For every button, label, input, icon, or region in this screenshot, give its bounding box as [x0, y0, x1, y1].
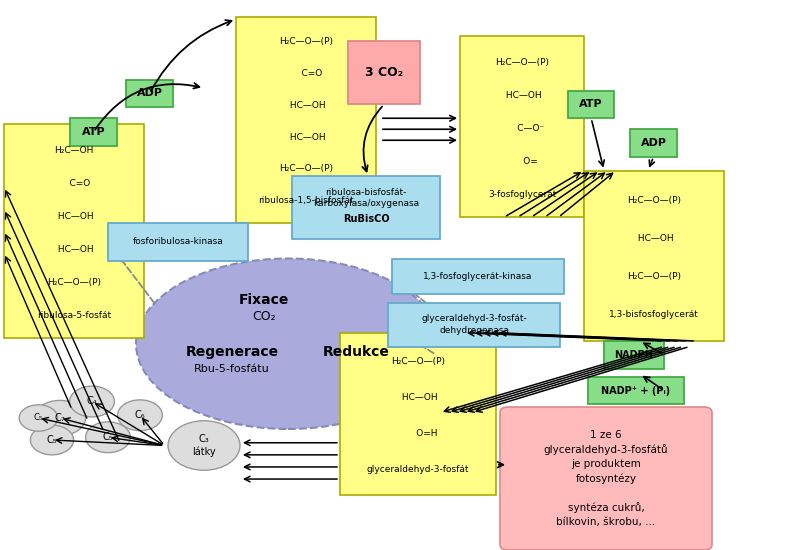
FancyBboxPatch shape	[348, 41, 420, 104]
FancyBboxPatch shape	[236, 16, 376, 223]
Ellipse shape	[136, 258, 440, 429]
Text: ribulosa-1,5-bisfosfát: ribulosa-1,5-bisfosfát	[258, 196, 354, 205]
Text: C₅: C₅	[46, 435, 58, 445]
FancyBboxPatch shape	[392, 258, 564, 294]
Circle shape	[30, 425, 74, 455]
Text: ATP: ATP	[82, 127, 106, 137]
Text: 3-fosfoglycerát: 3-fosfoglycerát	[488, 190, 556, 199]
Text: glyceraldehyd-3-fosfát-
dehydrogenasa: glyceraldehyd-3-fosfát- dehydrogenasa	[421, 315, 527, 334]
Text: glyceraldehyd-3-fosfát: glyceraldehyd-3-fosfát	[366, 465, 470, 474]
Text: C₅: C₅	[34, 414, 43, 422]
Text: RuBisCO: RuBisCO	[342, 213, 390, 224]
Circle shape	[118, 400, 162, 431]
Text: H₂C—O—(P): H₂C—O—(P)	[495, 58, 549, 67]
Text: C=O: C=O	[58, 179, 90, 188]
FancyBboxPatch shape	[292, 176, 440, 239]
FancyBboxPatch shape	[630, 129, 677, 157]
Text: H₂C—O—(P): H₂C—O—(P)	[391, 357, 445, 366]
Text: C₇: C₇	[54, 413, 66, 423]
Text: C—O⁻: C—O⁻	[500, 124, 544, 133]
Text: H₂C—OH: H₂C—OH	[54, 146, 94, 155]
Text: Fixace: Fixace	[239, 293, 289, 307]
FancyBboxPatch shape	[460, 36, 584, 217]
FancyBboxPatch shape	[568, 91, 614, 118]
Text: ribulosa-5-fosfát: ribulosa-5-fosfát	[37, 311, 111, 320]
Text: C₃
látky: C₃ látky	[192, 434, 216, 457]
Text: ADP: ADP	[641, 138, 666, 148]
Text: H₂C—O—(P): H₂C—O—(P)	[627, 196, 681, 205]
Circle shape	[34, 400, 86, 436]
Text: fosforibulosa-kinasa: fosforibulosa-kinasa	[133, 238, 223, 246]
Circle shape	[19, 405, 58, 431]
Text: ADP: ADP	[137, 89, 162, 98]
Text: O=H: O=H	[398, 429, 438, 438]
Text: O=: O=	[506, 157, 538, 166]
Text: CO₂: CO₂	[252, 310, 276, 323]
Text: 3 CO₂: 3 CO₂	[365, 67, 403, 79]
Text: Rbu-5-fosfátu: Rbu-5-fosfátu	[194, 364, 270, 373]
Text: C₄: C₄	[86, 397, 98, 406]
Circle shape	[86, 422, 130, 453]
Text: ATP: ATP	[579, 100, 603, 109]
Text: 1,3-fosfoglycerát-kinasa: 1,3-fosfoglycerát-kinasa	[423, 272, 533, 281]
FancyBboxPatch shape	[388, 302, 560, 346]
Text: HC—OH: HC—OH	[286, 133, 326, 141]
Text: HC—OH: HC—OH	[398, 393, 438, 402]
Text: C₅: C₅	[102, 432, 114, 442]
Text: HC—OH: HC—OH	[286, 101, 326, 110]
FancyBboxPatch shape	[584, 170, 724, 341]
Text: NADPH: NADPH	[614, 350, 654, 360]
Text: C₆: C₆	[134, 410, 146, 420]
Text: C=O: C=O	[290, 69, 322, 78]
Text: HC—OH: HC—OH	[54, 245, 94, 254]
Circle shape	[70, 386, 114, 417]
Text: H₂C—O—(P): H₂C—O—(P)	[627, 272, 681, 281]
FancyBboxPatch shape	[604, 341, 664, 368]
FancyBboxPatch shape	[4, 124, 144, 338]
FancyBboxPatch shape	[126, 80, 173, 107]
FancyBboxPatch shape	[108, 223, 248, 261]
Text: 1,3-bisfosfoglycerát: 1,3-bisfosfoglycerát	[609, 310, 699, 319]
FancyBboxPatch shape	[70, 118, 117, 146]
FancyBboxPatch shape	[588, 377, 684, 404]
Text: ribulosa-bisfosfát-
karboxylasa/oxygenasa: ribulosa-bisfosfát- karboxylasa/oxygenas…	[313, 188, 419, 208]
Circle shape	[168, 421, 240, 470]
Text: Regenerace: Regenerace	[186, 345, 278, 359]
Text: HC—OH: HC—OH	[502, 91, 542, 100]
Text: H₂C—O—(P): H₂C—O—(P)	[279, 164, 333, 173]
Text: H₂C—O—(P): H₂C—O—(P)	[279, 37, 333, 46]
Text: HC—OH: HC—OH	[54, 212, 94, 221]
Text: Redukce: Redukce	[322, 345, 390, 359]
Text: H₂C—O—(P): H₂C—O—(P)	[47, 278, 101, 287]
Text: NADP⁺ + (Pᵢ): NADP⁺ + (Pᵢ)	[602, 386, 670, 395]
Text: HC—OH: HC—OH	[634, 234, 674, 243]
Text: 1 ze 6
glyceraldehyd-3-fosfátů
je produktem
fotosyntézy

syntéza cukrů,
bílkovin: 1 ze 6 glyceraldehyd-3-fosfátů je produk…	[544, 430, 668, 527]
FancyBboxPatch shape	[340, 333, 496, 495]
FancyBboxPatch shape	[500, 407, 712, 550]
